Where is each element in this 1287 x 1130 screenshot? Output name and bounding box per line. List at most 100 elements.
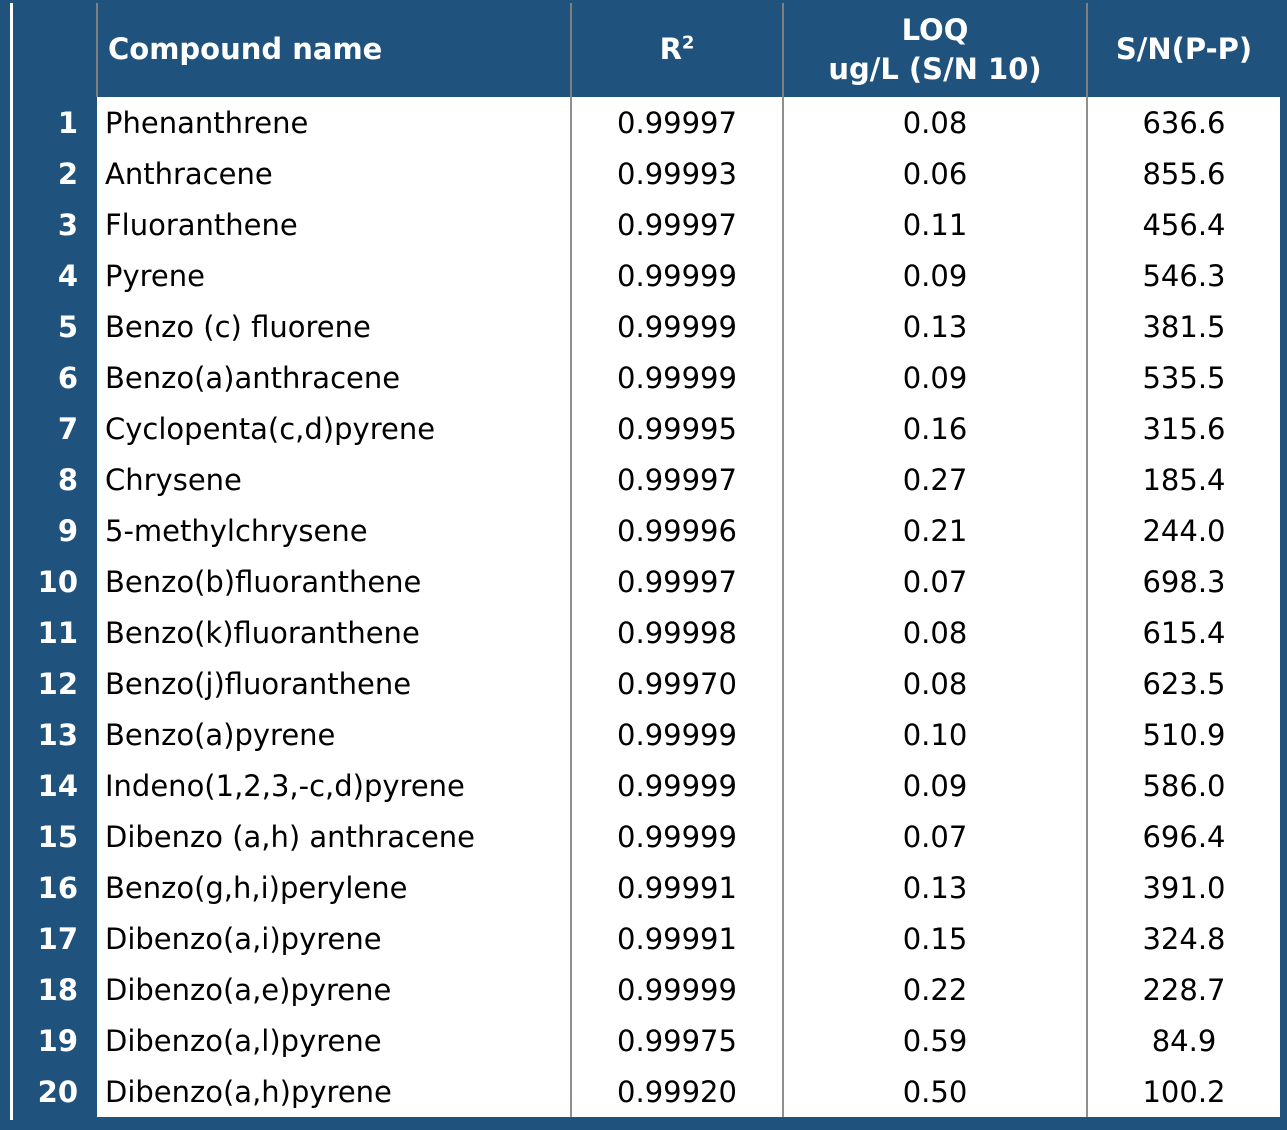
- table-row: 12 Benzo(j)fluoranthene 0.99970 0.08 623.5: [13, 658, 1280, 709]
- loq-cell: 0.15: [783, 913, 1088, 964]
- r-squared-cell: 0.99991: [571, 913, 784, 964]
- r-squared-cell: 0.99997: [571, 97, 784, 148]
- table-row: 2 Anthracene 0.99993 0.06 855.6: [13, 148, 1280, 199]
- compound-name-cell: Dibenzo(a,i)pyrene: [97, 913, 572, 964]
- sn-pp-cell: 615.4: [1087, 607, 1280, 658]
- r-squared-cell: 0.99970: [571, 658, 784, 709]
- table-row: 11 Benzo(k)fluoranthene 0.99998 0.08 615.4: [13, 607, 1280, 658]
- compound-name-cell: Benzo(b)fluoranthene: [97, 556, 572, 607]
- sn-pp-cell: 84.9: [1087, 1015, 1280, 1066]
- row-number-cell: 17: [13, 913, 97, 964]
- compound-name-cell: Pyrene: [97, 250, 572, 301]
- compound-name-cell: Indeno(1,2,3,-c,d)pyrene: [97, 760, 572, 811]
- sn-pp-cell: 636.6: [1087, 97, 1280, 148]
- loq-line1: LOQ: [901, 12, 969, 47]
- r-squared-exponent: 2: [681, 32, 695, 54]
- sn-pp-cell: 855.6: [1087, 148, 1280, 199]
- loq-cell: 0.50: [783, 1066, 1088, 1117]
- loq-cell: 0.27: [783, 454, 1088, 505]
- loq-cell: 0.08: [783, 607, 1088, 658]
- r-squared-cell: 0.99999: [571, 709, 784, 760]
- r-squared-cell: 0.99999: [571, 301, 784, 352]
- r-squared-cell: 0.99993: [571, 148, 784, 199]
- sn-pp-cell: 535.5: [1087, 352, 1280, 403]
- table-row: 20 Dibenzo(a,h)pyrene 0.99920 0.50 100.2: [13, 1066, 1280, 1117]
- loq-cell: 0.08: [783, 658, 1088, 709]
- r-squared-cell: 0.99999: [571, 964, 784, 1015]
- table-row: 14 Indeno(1,2,3,-c,d)pyrene 0.99999 0.09 586…: [13, 760, 1280, 811]
- sn-pp-cell: 586.0: [1087, 760, 1280, 811]
- header-loq: LOQ ug/L (S/N 10): [783, 3, 1088, 97]
- loq-cell: 0.08: [783, 97, 1088, 148]
- table-row: 9 5-methylchrysene 0.99996 0.21 244.0: [13, 505, 1280, 556]
- row-number-cell: 6: [13, 352, 97, 403]
- table-row: 5 Benzo (c) fluorene 0.99999 0.13 381.5: [13, 301, 1280, 352]
- row-number-cell: 10: [13, 556, 97, 607]
- row-number-cell: 20: [13, 1066, 97, 1117]
- loq-cell: 0.06: [783, 148, 1088, 199]
- compound-name-cell: 5-methylchrysene: [97, 505, 572, 556]
- row-number-cell: 15: [13, 811, 97, 862]
- compound-name-cell: Anthracene: [97, 148, 572, 199]
- table-row: 19 Dibenzo(a,l)pyrene 0.99975 0.59 84.9: [13, 1015, 1280, 1066]
- row-number-cell: 1: [13, 97, 97, 148]
- loq-cell: 0.07: [783, 811, 1088, 862]
- table-row: 17 Dibenzo(a,i)pyrene 0.99991 0.15 324.8: [13, 913, 1280, 964]
- sn-pp-cell: 228.7: [1087, 964, 1280, 1015]
- row-number-cell: 18: [13, 964, 97, 1015]
- sn-pp-cell: 315.6: [1087, 403, 1280, 454]
- sn-pp-cell: 696.4: [1087, 811, 1280, 862]
- sn-pp-cell: 324.8: [1087, 913, 1280, 964]
- header-r-squared: R2: [571, 3, 784, 97]
- compound-results-table: Compound name R2 LOQ ug/L (S/N 10) S/N(P-…: [13, 3, 1280, 1117]
- table-row: 1 Phenanthrene 0.99997 0.08 636.6: [13, 97, 1280, 148]
- compound-name-cell: Dibenzo(a,e)pyrene: [97, 964, 572, 1015]
- r-squared-cell: 0.99998: [571, 607, 784, 658]
- compound-name-cell: Phenanthrene: [97, 97, 572, 148]
- loq-cell: 0.11: [783, 199, 1088, 250]
- compound-name-cell: Dibenzo(a,h)pyrene: [97, 1066, 572, 1117]
- header-sn-pp: S/N(P-P): [1087, 3, 1280, 97]
- r-squared-cell: 0.99997: [571, 454, 784, 505]
- r-squared-base: R: [659, 32, 682, 67]
- table-row: 8 Chrysene 0.99997 0.27 185.4: [13, 454, 1280, 505]
- loq-cell: 0.13: [783, 301, 1088, 352]
- sn-pp-cell: 698.3: [1087, 556, 1280, 607]
- compound-name-cell: Benzo(j)fluoranthene: [97, 658, 572, 709]
- loq-cell: 0.59: [783, 1015, 1088, 1066]
- compound-name-cell: Dibenzo(a,l)pyrene: [97, 1015, 572, 1066]
- row-number-cell: 14: [13, 760, 97, 811]
- sn-pp-cell: 100.2: [1087, 1066, 1280, 1117]
- row-number-cell: 8: [13, 454, 97, 505]
- sn-pp-cell: 244.0: [1087, 505, 1280, 556]
- row-number-cell: 19: [13, 1015, 97, 1066]
- header-compound-name: Compound name: [97, 3, 572, 97]
- table-row: 6 Benzo(a)anthracene 0.99999 0.09 535.5: [13, 352, 1280, 403]
- table-header: Compound name R2 LOQ ug/L (S/N 10) S/N(P-…: [13, 3, 1280, 97]
- compound-name-cell: Fluoranthene: [97, 199, 572, 250]
- row-number-cell: 11: [13, 607, 97, 658]
- r-squared-cell: 0.99995: [571, 403, 784, 454]
- r-squared-cell: 0.99997: [571, 199, 784, 250]
- header-row-number: [13, 3, 98, 97]
- r-squared-cell: 0.99920: [571, 1066, 784, 1117]
- sn-pp-cell: 456.4: [1087, 199, 1280, 250]
- loq-cell: 0.09: [783, 352, 1088, 403]
- loq-cell: 0.16: [783, 403, 1088, 454]
- sn-pp-cell: 391.0: [1087, 862, 1280, 913]
- table-row: 16 Benzo(g,h,i)perylene 0.99991 0.13 391.0: [13, 862, 1280, 913]
- table-row: 4 Pyrene 0.99999 0.09 546.3: [13, 250, 1280, 301]
- r-squared-cell: 0.99975: [571, 1015, 784, 1066]
- sn-pp-cell: 381.5: [1087, 301, 1280, 352]
- row-number-cell: 3: [13, 199, 97, 250]
- compound-name-cell: Benzo (c) fluorene: [97, 301, 572, 352]
- row-number-cell: 9: [13, 505, 97, 556]
- loq-cell: 0.10: [783, 709, 1088, 760]
- sn-pp-cell: 510.9: [1087, 709, 1280, 760]
- table-row: 7 Cyclopenta(c,d)pyrene 0.99995 0.16 315.6: [13, 403, 1280, 454]
- compound-name-cell: Benzo(g,h,i)perylene: [97, 862, 572, 913]
- loq-line2: ug/L (S/N 10): [828, 52, 1042, 86]
- compound-name-cell: Dibenzo (a,h) anthracene: [97, 811, 572, 862]
- row-number-cell: 16: [13, 862, 97, 913]
- row-number-cell: 12: [13, 658, 97, 709]
